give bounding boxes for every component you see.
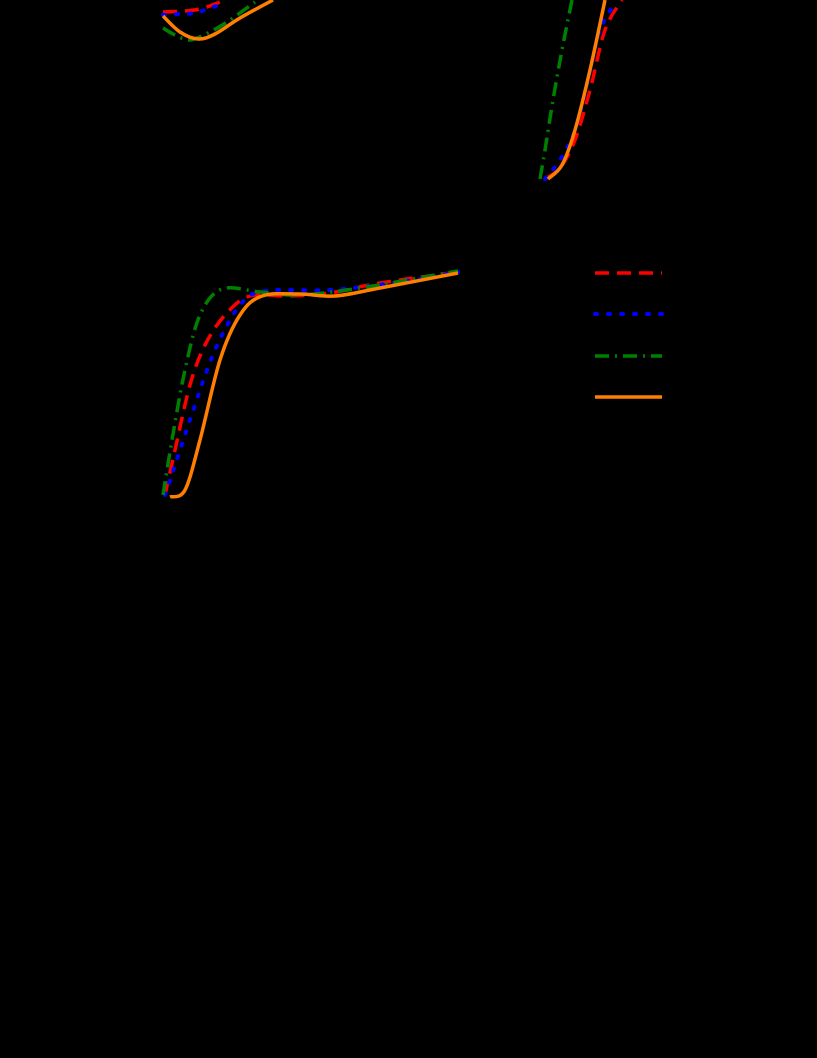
series-line-dashdot: [161, 269, 459, 496]
plot-panel-top-right: [538, 0, 624, 181]
series-line-dashdot: [162, 0, 257, 42]
legend: [593, 271, 664, 399]
series-line-solid: [169, 271, 459, 499]
series-line-dashed: [543, 0, 624, 181]
series-line-dashdot: [538, 0, 574, 180]
series-line-dashed: [162, 0, 226, 14]
series-line-dotted: [163, 270, 460, 497]
series-line-dotted: [161, 1, 228, 17]
plot-panel-top-left: [161, 0, 274, 42]
series-line-dashed: [163, 270, 459, 496]
plot-panel-middle-left: [161, 269, 460, 499]
series-layer: [161, 0, 624, 499]
series-line-solid: [546, 0, 607, 181]
series-line-solid: [161, 0, 274, 41]
